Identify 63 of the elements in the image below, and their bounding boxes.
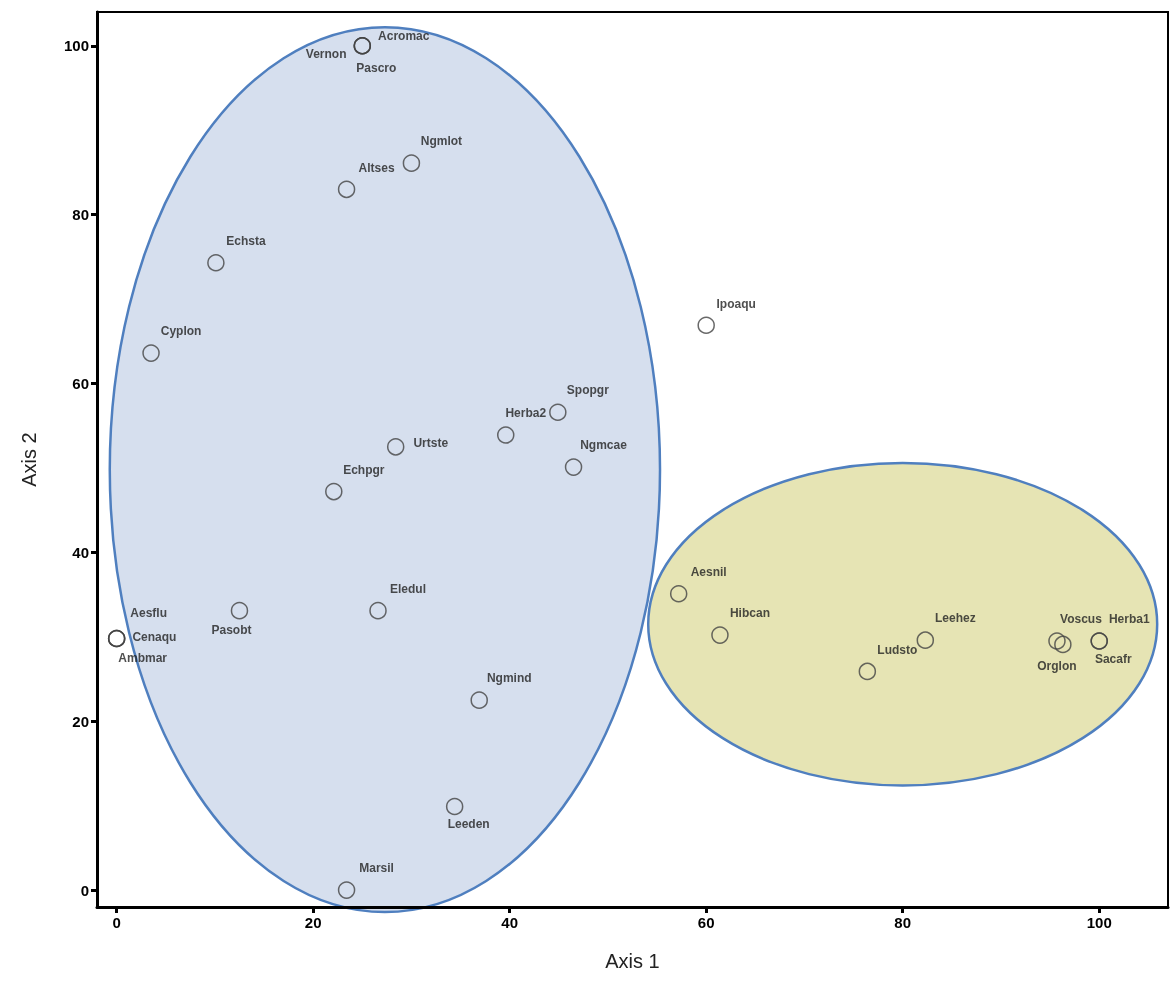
data-label: Pascro <box>356 60 397 75</box>
point <box>142 344 160 362</box>
data-label: Ngmcae <box>580 438 628 453</box>
data-label: Ludsto <box>877 642 918 657</box>
y-axis-title: Axis 2 <box>18 432 40 487</box>
y-tick-label: 0 <box>80 881 89 899</box>
data-label: Sacafr <box>1094 651 1132 666</box>
point <box>445 797 464 816</box>
data-label: Echpgr <box>343 462 385 477</box>
y-tick-label: 60 <box>72 375 89 393</box>
x-tick-label: 80 <box>894 914 912 931</box>
data-label: Cenaqu <box>132 629 177 644</box>
data-label: Acromac <box>378 28 430 43</box>
point <box>207 254 225 272</box>
x-tick-label: 100 <box>1086 914 1112 931</box>
point <box>916 631 935 649</box>
data-label: Urtste <box>413 435 449 450</box>
data-label: Cyplon <box>160 324 202 339</box>
data-label: Hibcan <box>729 606 770 621</box>
point <box>386 438 405 456</box>
point <box>669 585 688 603</box>
y-tick-label: 40 <box>72 543 89 561</box>
data-label: Ipoaqu <box>716 296 756 311</box>
point <box>1054 635 1072 654</box>
x-tick-label: 40 <box>501 914 519 931</box>
data-label: Voscus <box>1060 612 1103 627</box>
data-label: Ngmind <box>486 671 532 686</box>
data-label: Altses <box>358 160 395 175</box>
data-label: Aesflu <box>130 605 167 620</box>
point <box>325 482 343 501</box>
point <box>858 662 877 681</box>
y-tick-label: 80 <box>72 206 89 224</box>
point <box>369 601 387 620</box>
data-label: Spopgr <box>566 383 610 398</box>
point <box>230 601 249 620</box>
x-axis-title: Axis 1 <box>605 950 660 972</box>
data-label: Ngmlot <box>420 134 463 149</box>
data-label: Orglon <box>1037 659 1077 674</box>
data-label: Echsta <box>226 234 266 249</box>
y-tick-label: 20 <box>72 712 89 730</box>
x-tick-label: 60 <box>697 914 715 931</box>
point <box>470 691 488 709</box>
point <box>711 626 729 644</box>
y-tick-label: 100 <box>63 37 89 55</box>
data-label: Herba1 <box>1108 612 1150 627</box>
data-label: Pasobt <box>211 623 252 638</box>
data-label: Leehez <box>934 611 976 626</box>
data-label: Herba2 <box>505 406 547 421</box>
point <box>564 458 583 476</box>
point <box>549 403 567 421</box>
point <box>402 154 421 172</box>
data-label: Aesnil <box>690 565 727 579</box>
point <box>337 180 356 199</box>
data-label: Leeden <box>447 817 490 832</box>
data-label: Marsil <box>359 861 394 876</box>
data-label: Eledul <box>390 581 427 596</box>
point <box>337 881 356 899</box>
data-label: Vernon <box>305 46 347 61</box>
point <box>497 426 515 444</box>
point <box>697 316 715 334</box>
x-tick-label: 0 <box>112 914 121 931</box>
x-tick-label: 20 <box>304 914 322 931</box>
point <box>1048 632 1066 650</box>
